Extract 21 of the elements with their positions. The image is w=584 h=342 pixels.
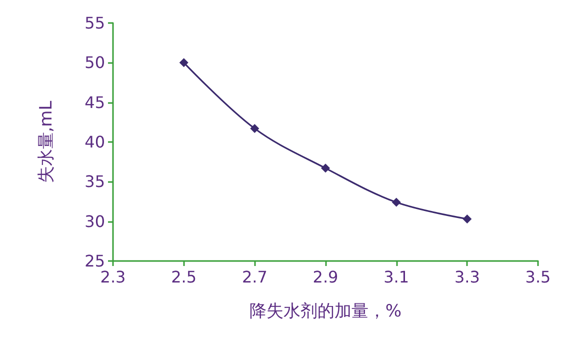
x-axis-title: 降失水剂的加量，% (249, 302, 402, 322)
y-tick-label: 40 (84, 132, 105, 152)
x-tick-label: 2.5 (171, 268, 197, 286)
point (462, 214, 472, 224)
y-axis-title: 失水量,mL (36, 100, 56, 184)
y-tick-label: 45 (84, 92, 105, 112)
y-tick-label: 55 (84, 14, 105, 32)
y-tick-label: 50 (84, 53, 105, 72)
x-tick-label: 2.7 (242, 268, 268, 286)
point (179, 58, 188, 68)
point (321, 164, 330, 173)
x-tick-label: 2.9 (312, 268, 338, 286)
x-tick-label: 3.3 (454, 268, 480, 286)
y-tick-label: 35 (84, 172, 105, 192)
x-tick-label: 2.3 (100, 268, 126, 286)
point (392, 198, 401, 207)
point (250, 124, 260, 134)
x-tick-label: 3.1 (384, 268, 410, 286)
y-tick-label: 25 (84, 252, 105, 270)
x-tick-label: 3.5 (525, 268, 551, 286)
y-tick-label: 30 (84, 212, 105, 231)
